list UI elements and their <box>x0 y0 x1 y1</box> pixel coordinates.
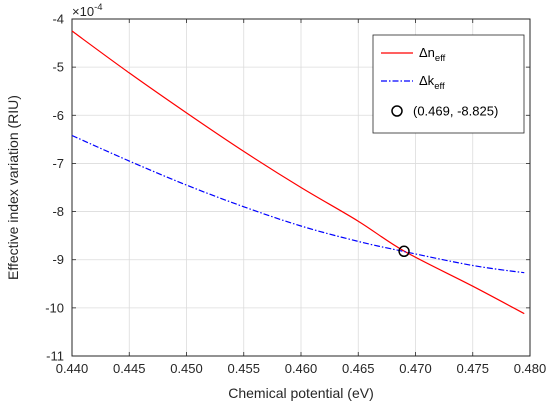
legend-label-dk: Δkeff <box>419 73 445 92</box>
x-tick-label: 0.445 <box>113 361 146 376</box>
x-tick-label: 0.470 <box>399 361 432 376</box>
x-tick-label: 0.455 <box>227 361 260 376</box>
series-layer <box>71 30 525 315</box>
y-tick-label: -7 <box>52 156 64 171</box>
legend-box <box>372 34 525 134</box>
y-tick-label: -4 <box>52 12 64 27</box>
x-tick-label: 0.450 <box>170 361 203 376</box>
x-tick-label: 0.480 <box>514 361 547 376</box>
y-axis-exponent: ×10-4 <box>72 2 103 19</box>
legend-label-dn: Δneff <box>419 45 446 64</box>
series-line-dn-eff <box>71 30 525 315</box>
y-tick-label: -11 <box>46 349 64 364</box>
y-axis-tick-labels: -4 -5 -6 -7 -8 -9 -10 -11 <box>45 12 64 364</box>
y-tick-label: -5 <box>52 60 64 75</box>
series-line-dk-eff <box>71 134 525 274</box>
legend: Δneff Δkeff (0.469, -8.825) <box>372 34 525 134</box>
x-axis-tick-labels: 0.440 0.445 0.450 0.455 0.460 0.465 0.470 0.475… <box>56 361 547 376</box>
y-axis-label: Effective index variation (RIU) <box>5 95 21 280</box>
y-tick-label: -8 <box>52 204 64 219</box>
x-axis-label: Chemical potential (eV) <box>228 385 374 401</box>
y-tick-label: -6 <box>52 108 64 123</box>
legend-marker-icon <box>391 105 403 117</box>
x-tick-label: 0.460 <box>285 361 318 376</box>
x-tick-label: 0.465 <box>342 361 375 376</box>
intersection-marker <box>398 245 410 258</box>
x-tick-label: 0.440 <box>56 361 89 376</box>
axis-ticks <box>71 18 531 357</box>
y-tick-label: -10 <box>45 300 64 315</box>
x-tick-label: 0.475 <box>456 361 489 376</box>
legend-label-point: (0.469, -8.825) <box>413 104 498 119</box>
y-tick-label: -9 <box>52 252 64 267</box>
